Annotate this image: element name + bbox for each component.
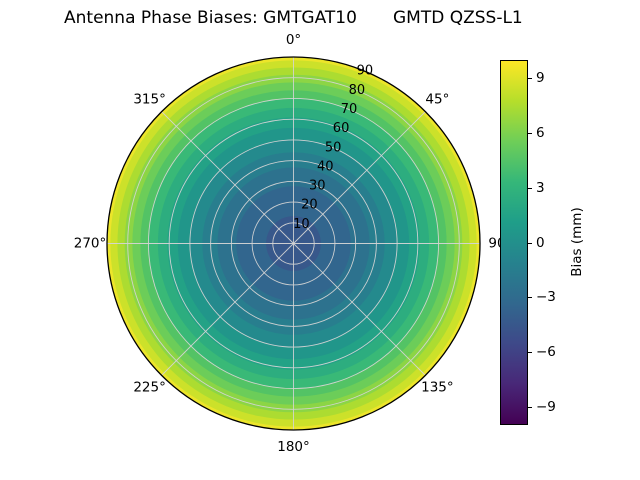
polar-spoke <box>293 111 426 244</box>
colorbar-tick-label: −9 <box>536 398 556 415</box>
colorbar-tick-label: −6 <box>536 344 556 360</box>
radial-tick-label: 40 <box>317 159 334 174</box>
colorbar-tick <box>528 187 532 189</box>
angular-tick-label: 270° <box>74 236 107 252</box>
colorbar-axis-label-text: Bias (mm) <box>569 207 585 277</box>
radial-tick-label: 50 <box>325 140 342 155</box>
colorbar-tick <box>528 352 532 353</box>
colorbar-tick <box>528 242 532 244</box>
colorbar-tick-label: 0 <box>536 234 545 251</box>
radial-tick-label: 70 <box>341 102 358 117</box>
radial-tick-label: 80 <box>349 83 366 98</box>
colorbar-gradient <box>500 60 528 425</box>
polar-spoke <box>293 243 426 376</box>
radial-tick-label: 30 <box>309 179 326 194</box>
colorbar-tick-label: 9 <box>536 70 545 87</box>
colorbar-tick-label: 6 <box>536 125 545 141</box>
angular-tick-label: 0° <box>286 32 301 48</box>
radial-tick-label: 90 <box>357 64 374 79</box>
colorbar-tick-label: −3 <box>536 289 556 306</box>
polar-outline <box>106 56 481 431</box>
radial-tick-label: 60 <box>333 121 350 136</box>
colorbar-tick <box>528 78 532 80</box>
colorbar-tick-label: 3 <box>536 179 545 196</box>
figure-title: Antenna Phase Biases: GMTGAT10 <box>64 8 357 28</box>
colorbar-tick <box>528 406 532 408</box>
radial-tick-label: 10 <box>293 217 310 232</box>
angular-tick-label: 45° <box>425 92 449 108</box>
colorbar-tick <box>528 297 532 299</box>
polar-spoke <box>161 111 294 244</box>
angular-tick-label: 225° <box>133 379 166 395</box>
angular-tick-label: 315° <box>133 92 166 108</box>
angular-tick-label: 135° <box>421 379 454 395</box>
angular-tick-label: 180° <box>277 439 310 455</box>
radial-tick-label: 20 <box>301 198 318 213</box>
colorbar-tick <box>528 133 532 134</box>
polar-spoke <box>161 243 294 376</box>
figure-subtitle: GMTD QZSS-L1 <box>393 8 523 28</box>
